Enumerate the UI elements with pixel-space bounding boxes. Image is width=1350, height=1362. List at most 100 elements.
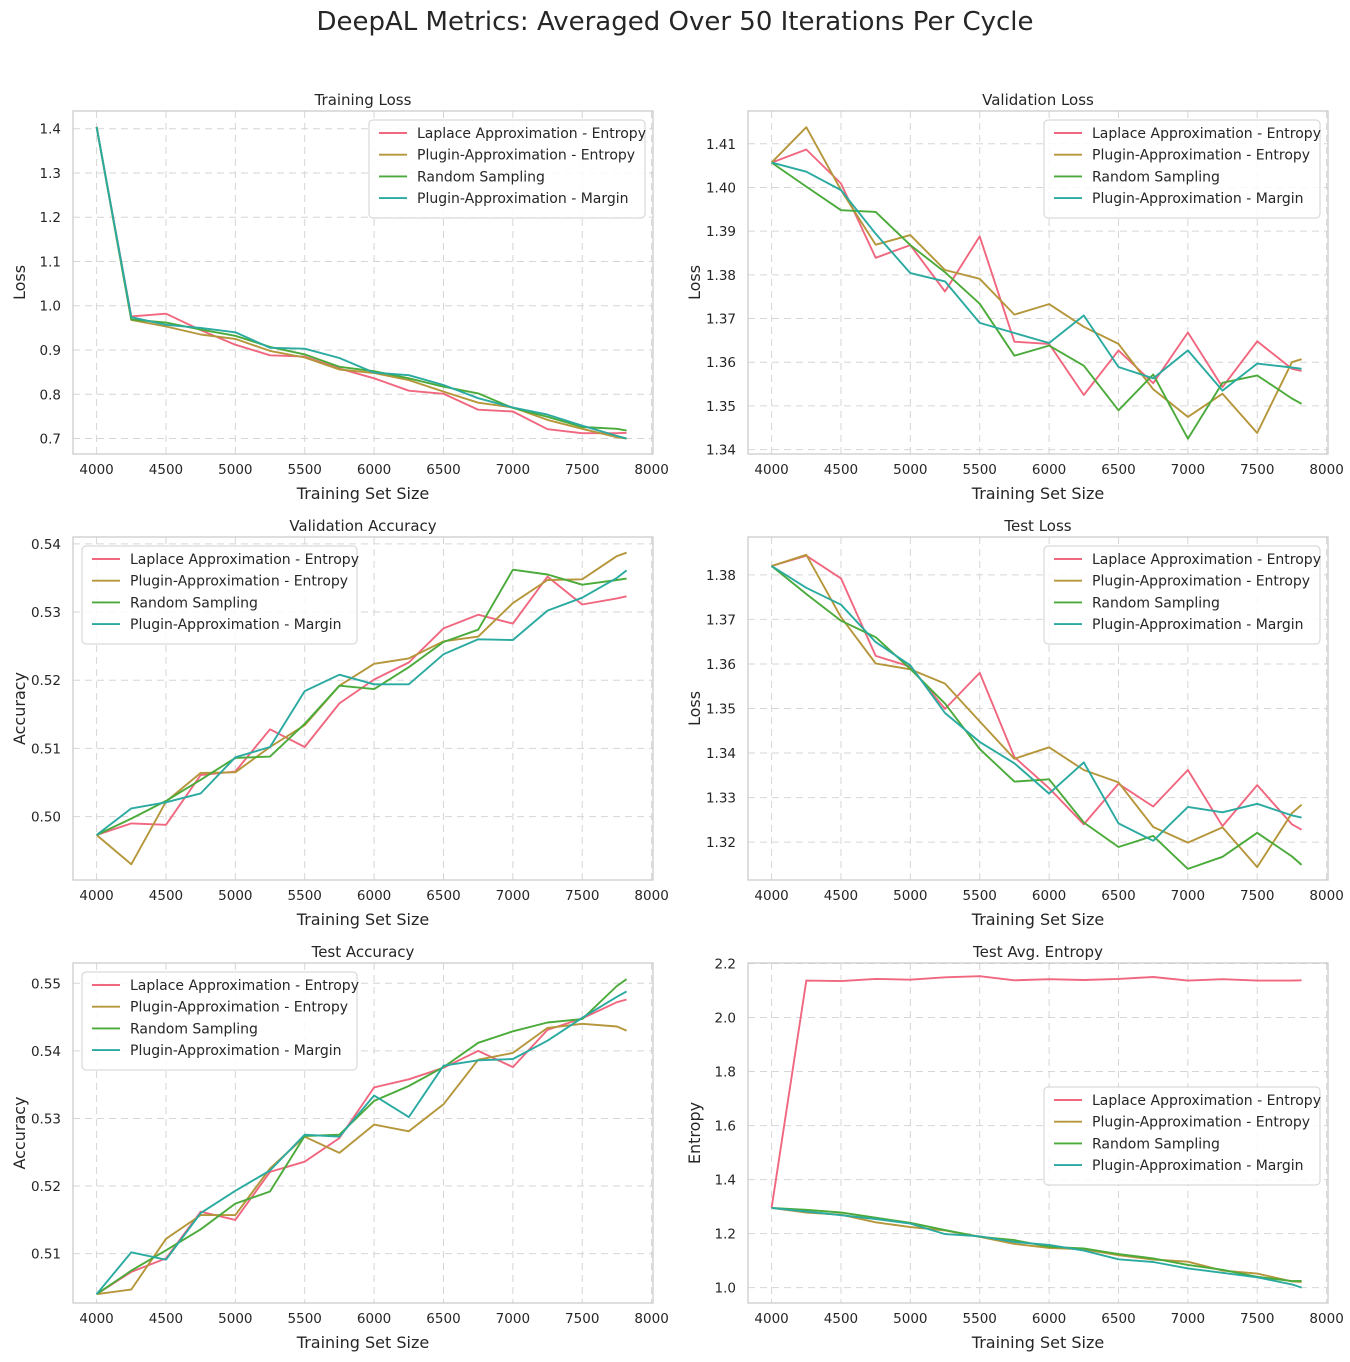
panel-5-plot-frame — [72, 962, 654, 1304]
panel-6-series-random-sampling — [771, 1206, 1302, 1283]
panel-2-x-tick-label: 7000 — [1171, 462, 1205, 478]
panel-3-x-axis-label: Training Set Size — [296, 910, 429, 929]
panel-2-x-tick-label: 5000 — [893, 462, 927, 478]
panel-1-plot-frame — [72, 110, 654, 455]
panel-4-y-tick-label: 1.33 — [706, 791, 736, 807]
panel-4-x-tick-label: 5000 — [893, 888, 927, 904]
panel-5-legend-label: Random Sampling — [130, 1021, 258, 1037]
panel-6-series-laplace-approximation-entropy — [770, 975, 1302, 1209]
panel-1-x-tick-label: 8000 — [634, 462, 668, 478]
panel-5-x-tick-label: 8000 — [634, 1311, 668, 1327]
panel-4-x-tick-label: 4000 — [754, 888, 788, 904]
panel-2-validation-loss: 4000 4500 5000 5500 6000 6500 7000 7500 8000 1.34… — [685, 91, 1344, 503]
panel-4-series-plugin-approximation-margin — [771, 565, 1302, 842]
panel-6-x-tick-label: 6500 — [1101, 1311, 1135, 1327]
panel-4-y-tick-label: 1.35 — [706, 702, 736, 718]
panel-6-y-tick-label: 1.2 — [715, 1227, 736, 1243]
panel-3-series-laplace-approximation-entropy — [96, 575, 627, 836]
panel-2-legend-label: Laplace Approximation - Entropy — [1092, 126, 1321, 142]
panel-3-x-tick-label: 6500 — [426, 888, 460, 904]
panel-2-plot-frame — [747, 110, 1329, 455]
panel-1-x-tick-label: 6500 — [426, 462, 460, 478]
panel-1-series-plugin-approximation-margin — [95, 126, 627, 440]
panel-2-x-axis-label: Training Set Size — [971, 484, 1104, 503]
panel-4-legend-label: Laplace Approximation - Entropy — [1092, 552, 1321, 568]
panel-3-y-tick-label: 0.54 — [31, 537, 61, 553]
panel-2-y-tick-label: 1.38 — [706, 268, 736, 284]
panel-3-legend: Laplace Approximation - Entropy Plugin-Ap… — [81, 545, 359, 645]
panel-4-y-tick-label: 1.32 — [706, 835, 736, 851]
panel-1-x-tick-label: 5500 — [288, 462, 322, 478]
panel-1-y-tick-label: 1.2 — [40, 210, 61, 226]
panel-1-x-tick-label: 6000 — [357, 462, 391, 478]
panel-3-x-tick-label: 7500 — [565, 888, 599, 904]
panel-4-series-random-sampling — [771, 565, 1303, 870]
panel-2-x-tick-label: 5500 — [963, 462, 997, 478]
panel-4-series-plugin-approximation-entropy — [771, 553, 1303, 869]
panel-2-x-tick-label: 4000 — [754, 462, 788, 478]
panel-3-y-tick-label: 0.51 — [31, 741, 61, 757]
panel-1-y-tick-label: 1.1 — [40, 254, 61, 270]
panel-2-legend-box — [1043, 119, 1321, 219]
panel-1-y-tick-label: 0.7 — [40, 432, 61, 448]
panel-4-legend-label: Plugin-Approximation - Margin — [1092, 617, 1304, 633]
panel-6-y-tick-label: 1.0 — [715, 1281, 736, 1297]
panel-5-legend-box — [81, 971, 358, 1071]
panel-1-legend-label: Random Sampling — [417, 169, 545, 185]
panel-3-x-tick-label: 7000 — [496, 888, 530, 904]
panel-2-series-random-sampling — [771, 161, 1303, 440]
panel-2-legend: Laplace Approximation - Entropy Plugin-Ap… — [1043, 119, 1321, 219]
panel-3-legend-label: Random Sampling — [130, 595, 258, 611]
panel-4-x-tick-label: 7000 — [1171, 888, 1205, 904]
panel-3-y-tick-label: 0.53 — [31, 605, 61, 621]
panel-6-y-axis-label: Entropy — [685, 1102, 704, 1164]
panel-6-y-tick-label: 2.2 — [715, 957, 736, 973]
panel-1-title: Training Loss — [314, 91, 412, 109]
panel-6-test-avg-entropy: 4000 4500 5000 5500 6000 6500 7000 7500 8000 1.0 1… — [685, 943, 1344, 1352]
panel-2-x-tick-label: 4500 — [824, 462, 858, 478]
panel-5-series-plugin-approximation-margin — [95, 990, 628, 1295]
panel-1-legend-box — [368, 119, 646, 219]
panel-1-x-tick-label: 7500 — [565, 462, 599, 478]
panel-1-series-laplace-approximation-entropy — [95, 126, 627, 435]
panel-6-x-tick-label: 4000 — [754, 1311, 788, 1327]
panel-3-legend-label: Laplace Approximation - Entropy — [130, 552, 359, 568]
panel-5-y-tick-label: 0.52 — [31, 1179, 61, 1195]
panel-5-legend: Laplace Approximation - Entropy Plugin-Ap… — [81, 971, 359, 1071]
panel-2-x-tick-label: 6500 — [1101, 462, 1135, 478]
panel-1-y-axis-label: Loss — [10, 265, 29, 300]
panel-6-y-tick-label: 1.8 — [715, 1065, 736, 1081]
panel-3-x-tick-label: 4500 — [149, 888, 183, 904]
panel-2-y-tick-label: 1.34 — [706, 443, 736, 459]
panel-4-x-tick-label: 7500 — [1240, 888, 1274, 904]
panel-5-x-tick-label: 4000 — [79, 1311, 113, 1327]
panel-2-series-plugin-approximation-entropy — [770, 126, 1302, 434]
panel-6-legend-label: Laplace Approximation - Entropy — [1092, 1093, 1321, 1109]
panel-1-x-tick-label: 4000 — [79, 462, 113, 478]
panel-2-x-tick-label: 7500 — [1240, 462, 1274, 478]
panel-5-y-tick-label: 0.55 — [31, 976, 61, 992]
panel-5-x-tick-label: 4500 — [149, 1311, 183, 1327]
panel-4-test-loss: 4000 4500 5000 5500 6000 6500 7000 7500 8000 1.32… — [685, 517, 1344, 929]
panel-5-y-tick-label: 0.54 — [31, 1044, 61, 1060]
panel-3-plot-frame — [72, 536, 654, 881]
panel-1-y-tick-label: 0.8 — [40, 387, 61, 403]
panel-4-legend-box — [1043, 545, 1321, 645]
panel-4-x-tick-label: 8000 — [1309, 888, 1343, 904]
panel-6-legend: Laplace Approximation - Entropy Plugin-Ap… — [1043, 1086, 1321, 1186]
panel-1-x-tick-label: 7000 — [496, 462, 530, 478]
panel-2-y-tick-label: 1.37 — [706, 312, 736, 328]
panel-3-series-plugin-approximation-margin — [96, 569, 628, 836]
panel-3-x-tick-label: 8000 — [634, 888, 668, 904]
panel-3-title: Validation Accuracy — [289, 517, 436, 535]
panel-4-legend-label: Plugin-Approximation - Entropy — [1092, 574, 1310, 590]
panel-2-y-tick-label: 1.39 — [706, 224, 736, 240]
panel-5-legend-label: Plugin-Approximation - Margin — [130, 1043, 342, 1059]
panel-6-x-tick-label: 6000 — [1032, 1311, 1066, 1327]
panel-1-legend: Laplace Approximation - Entropy Plugin-Ap… — [368, 119, 646, 219]
panel-3-x-tick-label: 5000 — [218, 888, 252, 904]
panel-3-validation-accuracy: 4000 4500 5000 5500 6000 6500 7000 7500 8000 0.50… — [10, 517, 669, 929]
panel-4-x-tick-label: 6500 — [1101, 888, 1135, 904]
panel-6-x-tick-label: 5000 — [893, 1311, 927, 1327]
